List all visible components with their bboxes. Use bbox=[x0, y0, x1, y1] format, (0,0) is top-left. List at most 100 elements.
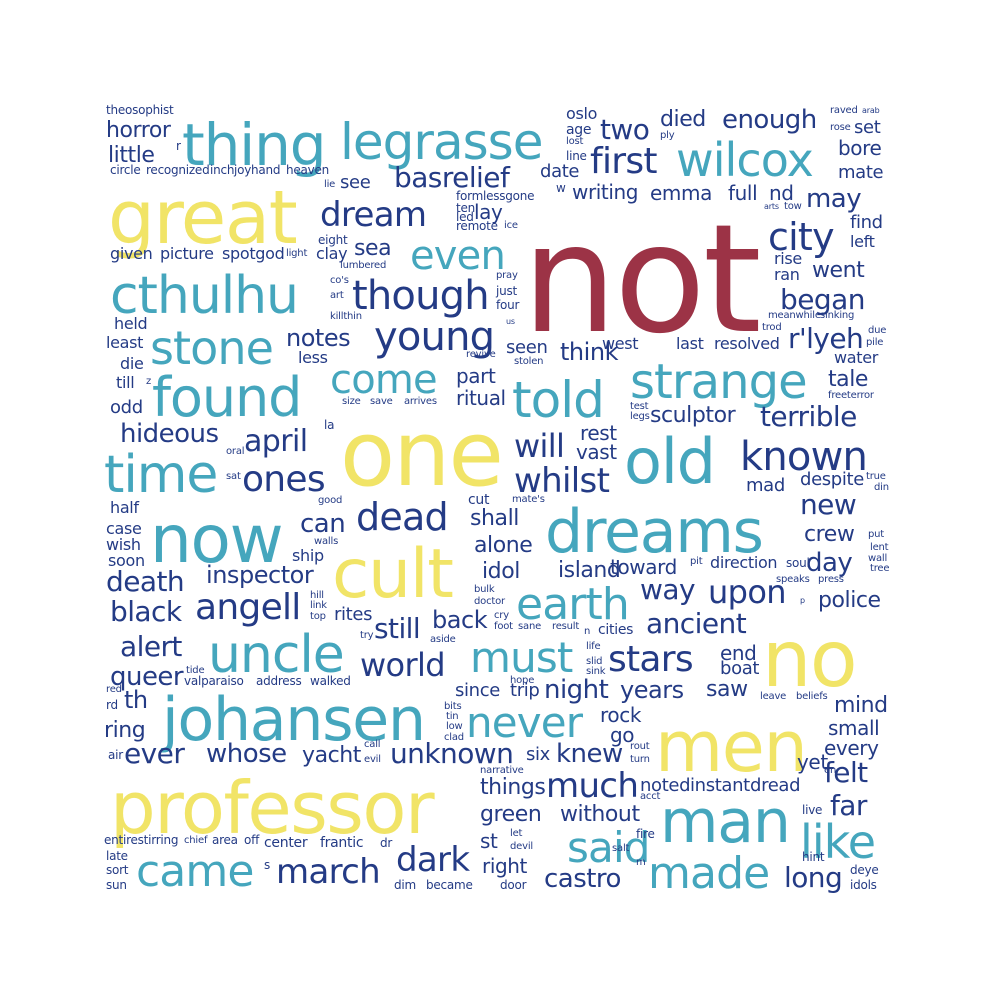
word-inch: inch bbox=[210, 163, 235, 177]
word-noted: noted bbox=[640, 775, 691, 796]
word-must: must bbox=[470, 633, 573, 682]
word-s: s bbox=[264, 858, 271, 872]
word-knew: knew bbox=[556, 739, 623, 769]
word-castro: castro bbox=[544, 864, 621, 894]
word-tree: tree bbox=[870, 563, 890, 574]
word-just: just bbox=[496, 284, 517, 298]
word-raved: raved bbox=[830, 105, 858, 116]
word-din: din bbox=[874, 482, 889, 493]
word-strange: strange bbox=[630, 354, 808, 410]
word-m: m bbox=[636, 857, 646, 868]
word-oslo: oslo bbox=[566, 104, 598, 123]
word-circle: circle bbox=[110, 163, 141, 177]
word-began: began bbox=[780, 283, 865, 316]
word-narrative: narrative bbox=[480, 765, 524, 776]
word-center: center bbox=[264, 835, 308, 851]
word-johansen: johansen bbox=[162, 685, 426, 755]
word-island: island bbox=[558, 558, 621, 583]
word-door: door bbox=[500, 878, 527, 892]
word-inspector: inspector bbox=[206, 561, 314, 589]
word-yet: yet bbox=[797, 750, 828, 774]
word-queer: queer bbox=[110, 662, 184, 692]
word-let: let bbox=[510, 828, 523, 839]
word-meanwhile: meanwhile bbox=[768, 310, 821, 321]
word-r-lyeh: r'lyeh bbox=[788, 322, 864, 355]
word-lie: lie bbox=[324, 179, 336, 190]
word-came: came bbox=[136, 846, 254, 897]
word-stars: stars bbox=[608, 639, 694, 680]
word-since: since bbox=[455, 680, 500, 701]
word-became: became bbox=[426, 878, 473, 892]
word-heaven: heaven bbox=[286, 163, 329, 177]
word-think: think bbox=[560, 338, 618, 366]
word-horror: horror bbox=[106, 118, 171, 143]
word-ones: ones bbox=[242, 459, 326, 500]
word-test: test bbox=[630, 401, 649, 412]
word-least: least bbox=[106, 333, 144, 352]
word-may: may bbox=[806, 184, 862, 214]
word-tow: tow bbox=[784, 201, 802, 212]
word-two: two bbox=[600, 113, 650, 146]
word-one: one bbox=[340, 402, 504, 507]
word-art: art bbox=[330, 290, 344, 301]
word-bulk: bulk bbox=[474, 584, 495, 595]
word-mate-s: mate's bbox=[512, 494, 545, 505]
word-due: due bbox=[868, 325, 887, 336]
word-true: true bbox=[866, 471, 886, 482]
word-sun: sun bbox=[106, 878, 127, 892]
word-lost: lost bbox=[566, 136, 584, 147]
word-time: time bbox=[104, 445, 218, 505]
word-instant: instant bbox=[690, 775, 750, 796]
word-dim: dim bbox=[394, 878, 416, 892]
word-trip: trip bbox=[510, 680, 540, 701]
word-find: find bbox=[850, 212, 883, 233]
word-freeterror: freeterror bbox=[828, 390, 874, 401]
word-hope: hope bbox=[510, 675, 535, 686]
word-live: live bbox=[802, 803, 823, 817]
word-save: save bbox=[370, 396, 393, 407]
word-man: man bbox=[660, 787, 791, 857]
word-killthin: killthin bbox=[330, 311, 362, 322]
word-frantic: frantic bbox=[320, 835, 364, 851]
word-direction: direction bbox=[710, 553, 778, 572]
word-st: st bbox=[480, 829, 498, 853]
word-call: call bbox=[364, 739, 381, 750]
word-link: link bbox=[310, 600, 327, 611]
word-revive: revive bbox=[466, 349, 496, 360]
word-water: water bbox=[834, 348, 878, 367]
word-march: march bbox=[276, 852, 381, 892]
word-said: said bbox=[567, 823, 650, 872]
word-recognized: recognized bbox=[146, 163, 210, 177]
word-stone: stone bbox=[150, 321, 274, 375]
word-rout: rout bbox=[630, 741, 650, 752]
word-led: led bbox=[456, 210, 474, 224]
word-z: z bbox=[146, 376, 152, 387]
word-rest: rest bbox=[580, 421, 617, 445]
word-en: en bbox=[824, 765, 837, 776]
word-tide: tide bbox=[186, 665, 205, 676]
word-west: west bbox=[602, 334, 639, 353]
word-shall: shall bbox=[470, 506, 519, 531]
word-soon: soon bbox=[108, 551, 145, 570]
word-black: black bbox=[110, 595, 182, 628]
word-dead: dead bbox=[356, 495, 449, 539]
word-pile: pile bbox=[866, 337, 884, 348]
word-remote: remote bbox=[456, 219, 498, 233]
word-yacht: yacht bbox=[302, 743, 361, 768]
word-slid: slid bbox=[586, 656, 603, 667]
word-light: light bbox=[286, 248, 308, 259]
word-stolen: stolen bbox=[514, 356, 544, 367]
word-sort: sort bbox=[106, 863, 129, 877]
word-small: small bbox=[828, 716, 880, 740]
word-red: red bbox=[106, 684, 122, 695]
word-clad: clad bbox=[444, 732, 464, 743]
word-sinking: sinking bbox=[820, 310, 855, 321]
word-thing: thing bbox=[182, 111, 327, 179]
word-felt: felt bbox=[824, 756, 868, 789]
word-seen: seen bbox=[506, 337, 548, 358]
word-every: every bbox=[824, 736, 879, 760]
word-no: no bbox=[762, 615, 858, 705]
word-arts: arts bbox=[764, 202, 779, 211]
word-cthulhu: cthulhu bbox=[110, 266, 299, 326]
